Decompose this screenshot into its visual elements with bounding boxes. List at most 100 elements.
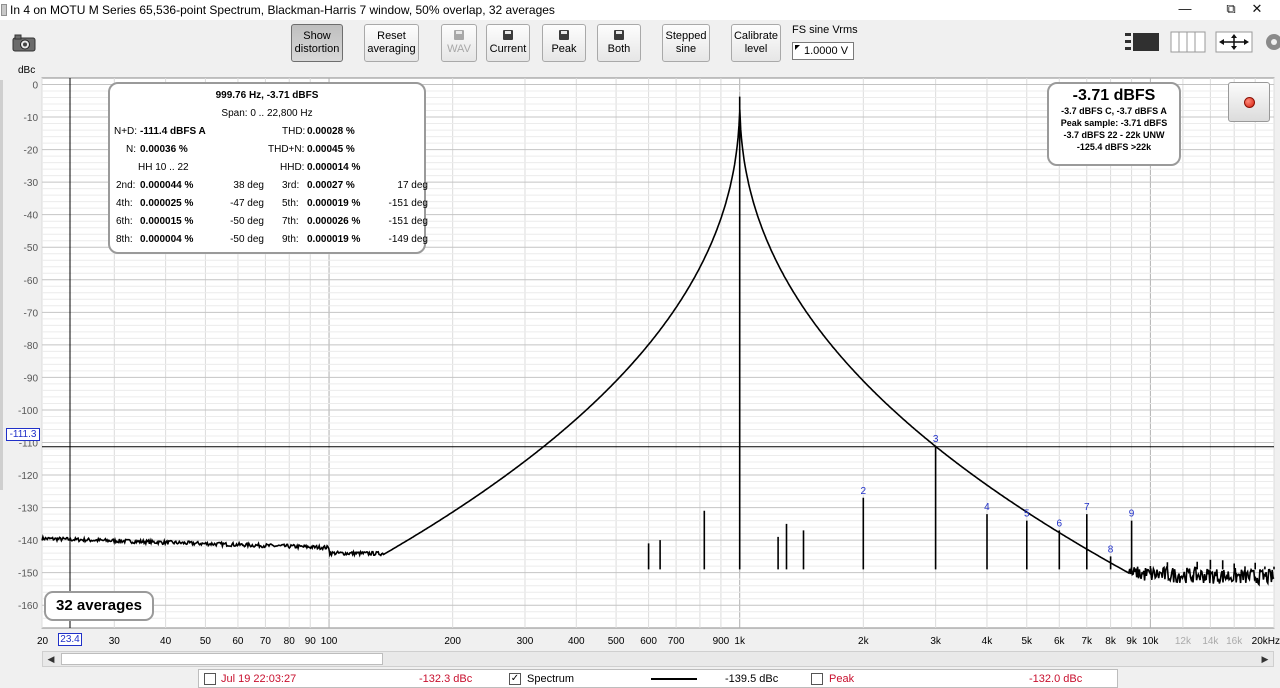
harmonic-label: 6 bbox=[1056, 518, 1062, 529]
peak-label: Peak bbox=[551, 43, 577, 55]
y-tick-label: -70 bbox=[24, 308, 39, 319]
y-tick-label: -100 bbox=[18, 406, 38, 417]
x-cursor-readout: 23.4 bbox=[58, 633, 82, 646]
x-tick-label: 900 bbox=[713, 636, 730, 647]
level-above-22k: -125.4 dBFS >22k bbox=[1076, 142, 1152, 152]
reset-averaging-label-1: Reset bbox=[377, 30, 406, 42]
save-peak-button[interactable]: Peak bbox=[542, 24, 586, 62]
level-panel[interactable]: -3.71 dBFS -3.7 dBFS C, -3.7 dBFS A Peak… bbox=[1047, 82, 1181, 166]
fs-sine-vrms-input[interactable]: 1.0000 V bbox=[792, 42, 854, 60]
x-tick-label: 40 bbox=[160, 636, 172, 647]
level-weighted: -3.7 dBFS C, -3.7 dBFS A bbox=[1061, 106, 1167, 116]
fit-arrows-icon[interactable] bbox=[1215, 30, 1253, 54]
window-title: In 4 on MOTU M Series 65,536-point Spect… bbox=[10, 3, 555, 17]
stepped-sine-button[interactable]: Stepped sine bbox=[662, 24, 710, 62]
x-tick-label: 10k bbox=[1142, 636, 1159, 647]
x-tick-label: 200 bbox=[444, 636, 461, 647]
y-tick-label: -40 bbox=[24, 211, 39, 222]
current-label: Current bbox=[489, 43, 527, 55]
harmonic-cell-v2: 0.000019 % bbox=[307, 234, 361, 245]
x-tick-label: 5k bbox=[1021, 636, 1033, 647]
hh-range-label: HH 10 .. 22 bbox=[138, 162, 189, 173]
harmonic-cell-d1: 38 deg bbox=[233, 180, 264, 191]
date-checkbox[interactable] bbox=[204, 673, 216, 685]
harmonic-cell-d1: -50 deg bbox=[230, 234, 264, 245]
distortion-panel[interactable]: 999.76 Hz, -3.71 dBFS Span: 0 .. 22,800 … bbox=[108, 82, 428, 254]
y-tick-label: -120 bbox=[18, 471, 38, 482]
y-tick-label: -60 bbox=[24, 276, 39, 287]
harmonic-cell-d1: -47 deg bbox=[230, 198, 264, 209]
peak-checkbox[interactable] bbox=[811, 673, 823, 685]
status-date-value: -132.3 dBc bbox=[419, 673, 473, 685]
x-tick-label: 30 bbox=[109, 636, 121, 647]
calibrate-level-button[interactable]: Calibrate level bbox=[731, 24, 781, 62]
x-tick-label: 14k bbox=[1202, 636, 1219, 647]
scroll-right-icon[interactable]: ▶ bbox=[1261, 654, 1269, 664]
y-tick-label: -50 bbox=[24, 243, 39, 254]
spectrum-value: -139.5 dBc bbox=[725, 673, 779, 685]
camera-icon[interactable] bbox=[12, 34, 36, 52]
x-axis-ticks: 20 30 40 50 60 70 80 90 100 200 300 400 500 600 700 900… bbox=[37, 636, 1280, 647]
harmonic-label: 8 bbox=[1108, 544, 1114, 555]
harmonic-cell-v1: 0.000004 % bbox=[140, 234, 194, 245]
floppy-icon bbox=[559, 30, 569, 40]
nd-value: -111.4 dBFS A bbox=[140, 126, 206, 137]
x-tick-label: 70 bbox=[260, 636, 272, 647]
thd-label: THD: bbox=[282, 126, 306, 137]
harmonic-cell-d2: -149 deg bbox=[388, 234, 428, 245]
y-tick-label: -160 bbox=[18, 601, 38, 612]
harmonic-cell-l2: 9th: bbox=[282, 234, 299, 245]
harmonic-cell-l2: 3rd: bbox=[282, 180, 300, 191]
spectrum-trace bbox=[41, 96, 1275, 587]
y-tick-label: -130 bbox=[18, 504, 38, 515]
scroll-thumb[interactable] bbox=[61, 653, 383, 665]
save-both-button[interactable]: Both bbox=[597, 24, 641, 62]
harmonic-cell-v2: 0.00027 % bbox=[307, 180, 355, 191]
columns-icon[interactable] bbox=[1170, 30, 1206, 54]
record-button[interactable] bbox=[1228, 82, 1270, 122]
harmonic-cell-v1: 0.000044 % bbox=[140, 180, 194, 191]
stepped-sine-label-2: sine bbox=[675, 43, 697, 55]
x-tick-label: 600 bbox=[640, 636, 657, 647]
harmonic-cell-d2: 17 deg bbox=[397, 180, 428, 191]
scroll-left-icon[interactable]: ◀ bbox=[47, 654, 55, 664]
x-tick-label: 700 bbox=[668, 636, 685, 647]
y-tick-label: -80 bbox=[24, 341, 39, 352]
y-tick-label: -140 bbox=[18, 536, 38, 547]
both-label: Both bbox=[607, 43, 631, 55]
layout-icon[interactable] bbox=[1124, 30, 1162, 54]
horizontal-scrollbar[interactable]: ◀ ▶ bbox=[42, 651, 1274, 667]
thd-value: 0.00028 % bbox=[307, 126, 355, 137]
harmonic-cell-v1: 0.000015 % bbox=[140, 216, 194, 227]
harmonic-cell-l2: 7th: bbox=[282, 216, 299, 227]
y-tick-label: -20 bbox=[24, 146, 39, 157]
spectrum-checkbox[interactable]: ✓ bbox=[509, 673, 521, 685]
y-tick-label: 0 bbox=[32, 81, 38, 92]
reset-averaging-button[interactable]: Reset averaging bbox=[364, 24, 419, 62]
averages-badge: 32 averages bbox=[44, 591, 154, 621]
harmonic-cell-v2: 0.000019 % bbox=[307, 198, 361, 209]
level-peak-sample: Peak sample: -3.71 dBFS bbox=[1060, 118, 1168, 128]
harmonic-label: 3 bbox=[933, 434, 939, 445]
close-button[interactable]: ✕ bbox=[1251, 1, 1263, 16]
harmonic-cell-v1: 0.000025 % bbox=[140, 198, 194, 209]
x-tick-label: 4k bbox=[982, 636, 994, 647]
x-tick-label: 6k bbox=[1054, 636, 1066, 647]
restore-button[interactable]: ⧉ bbox=[1226, 1, 1236, 16]
x-tick-label: 90 bbox=[305, 636, 317, 647]
distortion-span: Span: 0 .. 22,800 Hz bbox=[221, 108, 313, 119]
wav-button[interactable]: WAV bbox=[441, 24, 477, 62]
x-tick-label: 12k bbox=[1175, 636, 1192, 647]
minimize-button[interactable]: — bbox=[1178, 1, 1192, 16]
show-distortion-button[interactable]: Show distortion bbox=[291, 24, 343, 62]
gear-icon[interactable] bbox=[1262, 30, 1280, 54]
hhd-label: HHD: bbox=[280, 162, 305, 173]
record-icon bbox=[1244, 97, 1255, 108]
y-tick-label: -110 bbox=[19, 438, 39, 449]
harmonic-label: 9 bbox=[1129, 509, 1135, 520]
y-tick-label: -150 bbox=[18, 569, 38, 580]
peak-value: -132.0 dBc bbox=[1029, 673, 1083, 685]
save-current-button[interactable]: Current bbox=[486, 24, 530, 62]
thdn-label: THD+N: bbox=[268, 144, 305, 155]
x-tick-label: 16k bbox=[1226, 636, 1243, 647]
